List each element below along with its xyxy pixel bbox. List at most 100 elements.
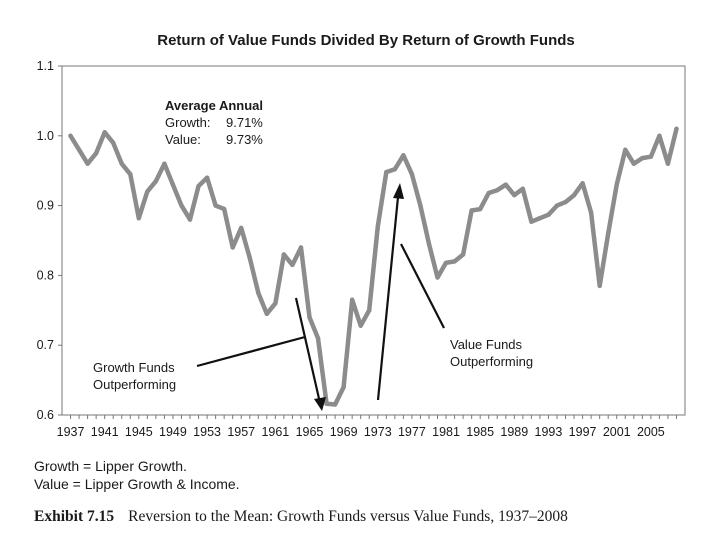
data-point [460, 252, 466, 257]
data-point [597, 283, 602, 289]
x-tick-label: 1993 [535, 425, 563, 439]
data-point [554, 203, 560, 208]
data-point [435, 275, 440, 280]
average-annual-title: Average Annual [165, 98, 263, 113]
data-point [298, 245, 304, 250]
y-tick-label: 0.8 [37, 268, 54, 282]
growth-pointer-line [196, 335, 306, 368]
data-point [674, 126, 679, 132]
value-arrowhead [393, 183, 404, 199]
value-outperforming-annotation: Value Funds Outperforming [450, 337, 533, 369]
y-tick-label: 0.6 [37, 408, 54, 422]
data-point [520, 186, 526, 192]
data-point [204, 175, 210, 180]
data-point [239, 225, 244, 231]
data-point [384, 169, 389, 175]
data-point [640, 155, 645, 161]
data-point [486, 190, 491, 196]
data-points [68, 126, 679, 407]
growth-average-value: 9.71% [226, 115, 263, 130]
exhibit-caption: Exhibit 7.15 Reversion to the Mean: Growt… [34, 508, 568, 526]
x-tick-label: 1937 [57, 425, 85, 439]
data-point [358, 323, 363, 328]
data-point [631, 161, 636, 166]
chart-title: Return of Value Funds Divided By Return … [157, 32, 575, 49]
data-point [145, 189, 150, 194]
annotation-arrows [196, 183, 445, 411]
average-annual-box: Average Annual Growth: 9.71% Value: 9.73… [165, 98, 263, 147]
data-point [401, 153, 406, 158]
value-average-label: Value: [165, 132, 201, 147]
y-tick-label: 0.7 [37, 338, 54, 352]
x-tick-label: 1985 [466, 425, 494, 439]
data-point [563, 199, 568, 205]
x-axis: 1937 1941 1945 1949 1953 1957 1961 1965 1969 1973… [57, 415, 677, 439]
x-tick-label: 1953 [193, 425, 221, 439]
exhibit-label: Exhibit 7.15 [34, 508, 115, 525]
data-point [623, 147, 628, 152]
x-tick-label: 1941 [91, 425, 119, 439]
data-point [349, 297, 355, 303]
growth-definition-note: Growth = Lipper Growth. [34, 458, 187, 474]
data-point [102, 130, 107, 135]
data-point [196, 183, 201, 189]
x-tick-label: 2001 [603, 425, 631, 439]
x-tick-label: 1969 [330, 425, 358, 439]
growth-outperforming-line1: Growth Funds [93, 360, 175, 375]
data-point [85, 161, 90, 166]
data-point [392, 167, 398, 172]
data-point [469, 208, 474, 213]
x-tick-label: 1989 [500, 425, 528, 439]
y-tick-label: 0.9 [37, 199, 54, 213]
data-point [230, 245, 235, 250]
x-tick-label: 1949 [159, 425, 187, 439]
data-point [76, 147, 82, 152]
data-point [179, 203, 184, 208]
data-point [546, 212, 551, 217]
data-point [119, 161, 124, 166]
data-point [187, 217, 193, 222]
series-line-value-growth-ratio [68, 126, 679, 407]
data-point [588, 210, 594, 215]
data-point [341, 384, 346, 390]
data-point [426, 241, 432, 247]
growth-arrow-shaft [294, 297, 322, 404]
data-point [418, 203, 423, 208]
x-tick-label: 1965 [296, 425, 324, 439]
data-point [213, 203, 218, 208]
x-tick-label: 2005 [637, 425, 665, 439]
data-point [495, 188, 500, 193]
data-point [170, 182, 176, 187]
data-point [375, 224, 380, 229]
y-tick-label: 1.1 [37, 59, 54, 73]
data-point [477, 206, 483, 212]
data-point [529, 219, 534, 224]
data-point [537, 215, 543, 221]
data-point [409, 171, 415, 177]
x-tick-label: 1981 [432, 425, 460, 439]
y-tick-label: 1.0 [37, 129, 54, 143]
data-point [657, 133, 662, 138]
data-point [315, 336, 321, 341]
value-outperforming-line1: Value Funds [450, 337, 523, 352]
x-tick-label: 1977 [398, 425, 426, 439]
data-point [273, 301, 278, 306]
data-point [128, 171, 133, 177]
data-point [648, 154, 654, 159]
data-point [93, 151, 99, 156]
growth-outperforming-line2: Outperforming [93, 377, 176, 392]
data-point [221, 206, 227, 212]
x-tick-label: 1961 [261, 425, 289, 439]
data-point [503, 182, 508, 187]
data-point [580, 181, 585, 186]
value-outperforming-line2: Outperforming [450, 354, 533, 369]
data-point [665, 161, 671, 166]
value-average-value: 9.73% [226, 132, 263, 147]
data-point [332, 402, 338, 407]
y-axis: 0.6 0.7 0.8 0.9 1.0 1.1 [37, 59, 62, 422]
data-point [605, 231, 611, 236]
data-point [264, 311, 270, 316]
data-point [136, 215, 142, 221]
data-point [452, 259, 457, 264]
